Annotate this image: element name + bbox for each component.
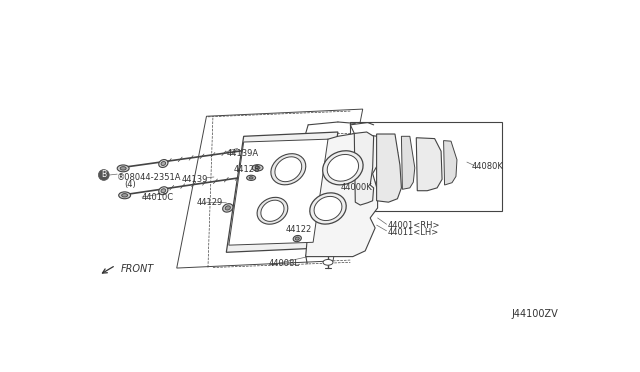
Ellipse shape <box>159 160 168 167</box>
Polygon shape <box>229 139 328 245</box>
Bar <box>350 122 502 211</box>
Text: 44001<RH>: 44001<RH> <box>388 221 440 230</box>
Ellipse shape <box>327 154 358 181</box>
Ellipse shape <box>225 206 230 210</box>
Text: 44139A: 44139A <box>227 149 259 158</box>
Polygon shape <box>376 134 401 202</box>
Circle shape <box>118 192 131 199</box>
Text: (4): (4) <box>125 180 136 189</box>
Text: 44129: 44129 <box>196 198 223 207</box>
Text: 44011<LH>: 44011<LH> <box>388 228 439 237</box>
Ellipse shape <box>275 157 301 182</box>
Text: 44010C: 44010C <box>142 193 174 202</box>
Polygon shape <box>177 109 363 268</box>
Ellipse shape <box>159 187 168 195</box>
Ellipse shape <box>257 198 288 224</box>
Polygon shape <box>355 132 374 205</box>
Circle shape <box>122 193 127 197</box>
Ellipse shape <box>295 237 300 240</box>
Text: 44000K: 44000K <box>340 183 372 192</box>
Ellipse shape <box>161 189 166 193</box>
Ellipse shape <box>293 235 301 242</box>
Text: 44080K: 44080K <box>472 162 504 171</box>
Text: 44008L: 44008L <box>269 259 300 268</box>
Circle shape <box>120 167 126 170</box>
Text: ®08044-2351A: ®08044-2351A <box>117 173 182 182</box>
Text: J44100ZV: J44100ZV <box>511 309 558 319</box>
Circle shape <box>249 177 253 179</box>
Ellipse shape <box>271 154 306 185</box>
Polygon shape <box>291 134 390 257</box>
Circle shape <box>252 165 263 171</box>
Polygon shape <box>444 141 457 185</box>
Polygon shape <box>227 132 338 252</box>
Polygon shape <box>401 136 415 189</box>
Circle shape <box>255 166 260 169</box>
Ellipse shape <box>323 151 363 185</box>
Ellipse shape <box>261 200 284 221</box>
Circle shape <box>117 165 129 172</box>
Ellipse shape <box>314 196 342 221</box>
Text: B: B <box>101 170 106 179</box>
Circle shape <box>323 260 333 265</box>
Text: 44122: 44122 <box>286 225 312 234</box>
Ellipse shape <box>310 193 346 224</box>
Ellipse shape <box>161 161 166 166</box>
Polygon shape <box>416 138 442 191</box>
Text: 44139: 44139 <box>182 175 208 184</box>
Text: 44128: 44128 <box>234 165 260 174</box>
Ellipse shape <box>223 204 233 212</box>
Text: FRONT: FRONT <box>121 264 154 275</box>
Circle shape <box>246 175 255 180</box>
